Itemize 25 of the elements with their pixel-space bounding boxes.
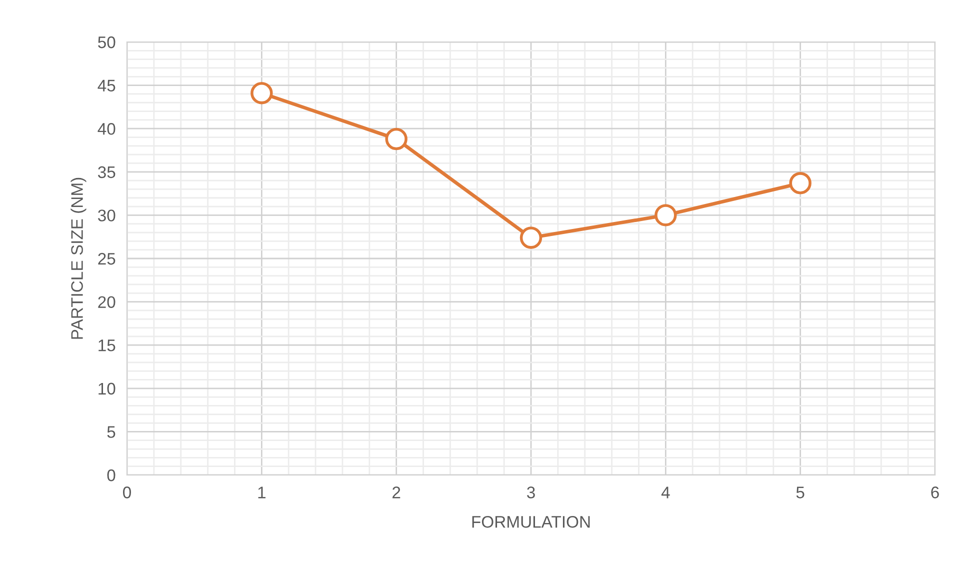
y-tick-label: 20	[98, 296, 116, 308]
y-tick-label: 10	[98, 382, 116, 395]
x-tick-label: 3	[527, 486, 535, 498]
y-axis-title: PARTICLE SIZE (NM)	[70, 178, 86, 339]
y-tick-label: 45	[98, 80, 116, 92]
y-tick-label: 0	[107, 469, 116, 482]
point	[654, 204, 677, 226]
y-tick-label: 50	[98, 36, 116, 48]
x-tick-label: 1	[258, 486, 266, 498]
y-tick-label: 40	[98, 123, 116, 135]
point	[385, 128, 408, 150]
point	[520, 226, 542, 249]
x-axis-title: FORMULATION	[472, 516, 590, 528]
x-tick-label: 6	[931, 486, 939, 498]
y-tick-label: 30	[98, 210, 116, 222]
x-tick-label: 5	[796, 486, 804, 498]
point	[789, 172, 812, 194]
y-tick-label: 5	[107, 426, 116, 438]
x-tick-label: 4	[661, 486, 670, 498]
point	[250, 82, 273, 104]
x-tick-label: 2	[392, 486, 400, 498]
y-tick-label: 35	[98, 166, 116, 178]
x-tick-label: 0	[123, 486, 131, 498]
y-tick-label: 25	[98, 252, 116, 265]
y-tick-label: 15	[98, 340, 116, 352]
